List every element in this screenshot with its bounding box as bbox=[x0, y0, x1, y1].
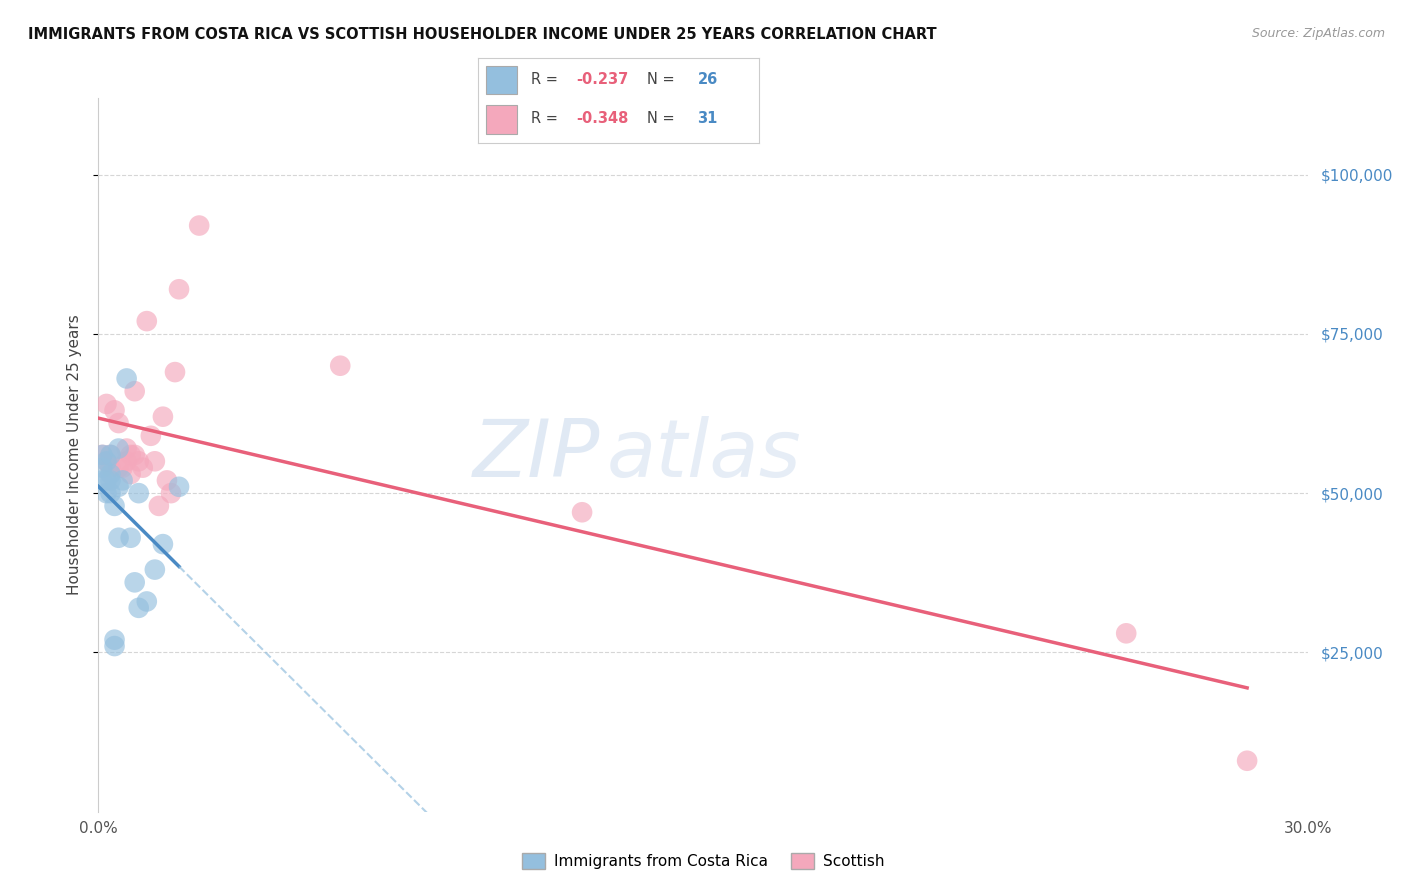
Point bbox=[100, 460, 122, 475]
Point bbox=[107, 531, 129, 545]
Point bbox=[115, 442, 138, 456]
Point bbox=[139, 429, 162, 443]
Point bbox=[103, 403, 125, 417]
Point bbox=[188, 219, 211, 233]
Point bbox=[120, 448, 142, 462]
Point bbox=[115, 371, 138, 385]
Text: N =: N = bbox=[647, 71, 675, 87]
Point bbox=[128, 454, 150, 468]
Point bbox=[124, 575, 146, 590]
Point bbox=[143, 563, 166, 577]
Point bbox=[329, 359, 352, 373]
Point bbox=[1115, 626, 1137, 640]
Point bbox=[111, 460, 134, 475]
Text: 26: 26 bbox=[697, 71, 717, 87]
FancyBboxPatch shape bbox=[486, 105, 517, 134]
Point bbox=[132, 460, 155, 475]
Point bbox=[100, 474, 122, 488]
FancyBboxPatch shape bbox=[486, 66, 517, 95]
Point bbox=[96, 486, 118, 500]
Point bbox=[148, 499, 170, 513]
Point bbox=[163, 365, 186, 379]
Text: ZIP: ZIP bbox=[472, 416, 600, 494]
Point bbox=[128, 600, 150, 615]
Point bbox=[1236, 754, 1258, 768]
Point bbox=[124, 448, 146, 462]
Point bbox=[120, 531, 142, 545]
Point bbox=[571, 505, 593, 519]
Point bbox=[152, 537, 174, 551]
Point bbox=[103, 632, 125, 647]
Point bbox=[107, 460, 129, 475]
Text: -0.237: -0.237 bbox=[576, 71, 628, 87]
Point bbox=[115, 454, 138, 468]
Point bbox=[100, 486, 122, 500]
Point bbox=[91, 460, 114, 475]
Point bbox=[107, 442, 129, 456]
Text: 31: 31 bbox=[697, 112, 717, 127]
Text: atlas: atlas bbox=[606, 416, 801, 494]
Point bbox=[91, 474, 114, 488]
Point bbox=[96, 454, 118, 468]
Point bbox=[120, 467, 142, 481]
Point bbox=[135, 314, 157, 328]
Point bbox=[91, 448, 114, 462]
Point bbox=[96, 474, 118, 488]
Point bbox=[167, 282, 190, 296]
Point bbox=[91, 448, 114, 462]
Point bbox=[124, 384, 146, 399]
Text: N =: N = bbox=[647, 112, 675, 127]
Point bbox=[152, 409, 174, 424]
Point bbox=[167, 480, 190, 494]
Point bbox=[103, 639, 125, 653]
Point bbox=[107, 480, 129, 494]
Legend: Immigrants from Costa Rica, Scottish: Immigrants from Costa Rica, Scottish bbox=[516, 847, 890, 875]
Point bbox=[96, 397, 118, 411]
Point bbox=[100, 448, 122, 462]
Text: R =: R = bbox=[531, 112, 558, 127]
Y-axis label: Householder Income Under 25 years: Householder Income Under 25 years bbox=[67, 315, 83, 595]
Point bbox=[96, 454, 118, 468]
Point bbox=[128, 486, 150, 500]
Point bbox=[111, 474, 134, 488]
Point bbox=[156, 474, 179, 488]
Point bbox=[100, 467, 122, 481]
Point bbox=[135, 594, 157, 608]
Text: Source: ZipAtlas.com: Source: ZipAtlas.com bbox=[1251, 27, 1385, 40]
Text: -0.348: -0.348 bbox=[576, 112, 628, 127]
Point bbox=[107, 416, 129, 430]
Point bbox=[103, 499, 125, 513]
Text: R =: R = bbox=[531, 71, 558, 87]
Text: IMMIGRANTS FROM COSTA RICA VS SCOTTISH HOUSEHOLDER INCOME UNDER 25 YEARS CORRELA: IMMIGRANTS FROM COSTA RICA VS SCOTTISH H… bbox=[28, 27, 936, 42]
Point bbox=[160, 486, 183, 500]
Point bbox=[100, 448, 122, 462]
Point bbox=[143, 454, 166, 468]
